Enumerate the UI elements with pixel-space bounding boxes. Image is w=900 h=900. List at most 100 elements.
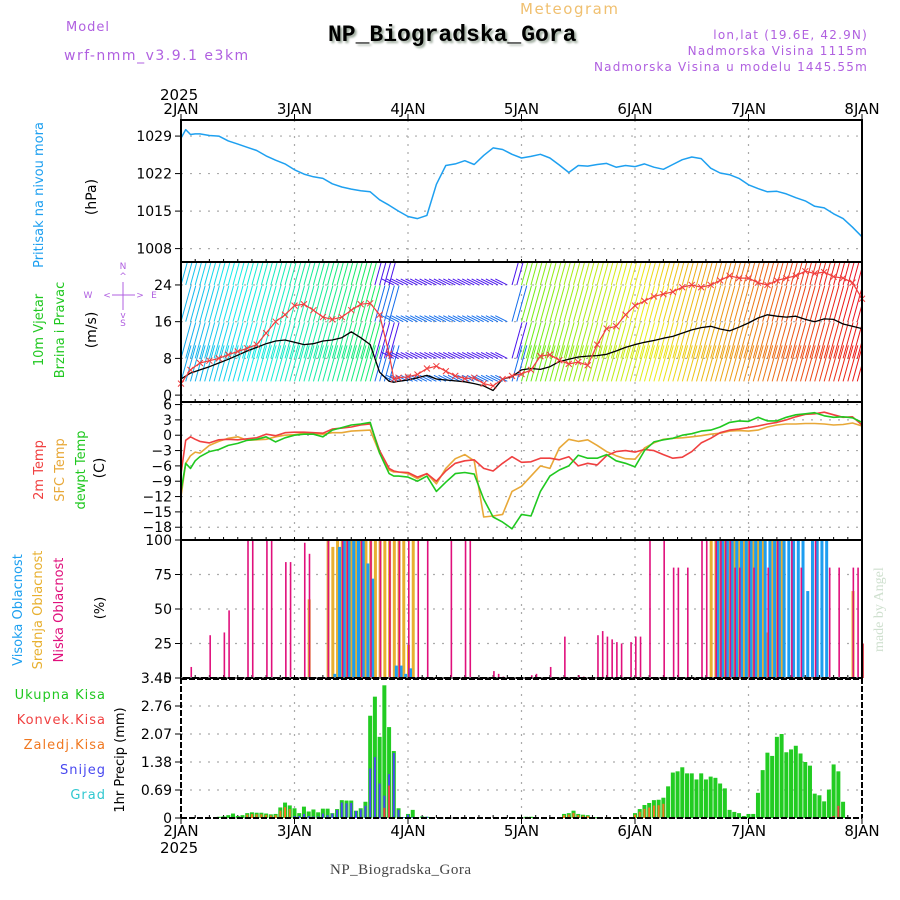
gust-marker [839,274,847,282]
wind-barb [227,262,236,286]
y-tick-label: 2.76 [141,699,172,715]
wind-barb [275,345,287,382]
precip-snow-label: Snijeg [60,763,106,778]
high-cloud-bar [347,540,351,678]
wind-barb [383,262,392,286]
wind-barb [695,285,707,322]
wind-barb [525,262,534,286]
wind-barb [298,322,310,359]
low-cloud-bar [426,540,429,678]
wind-barb [471,374,484,382]
y-tick-label: 100 [145,533,172,549]
low-cloud-bar [729,540,732,678]
gust-marker [224,351,232,359]
wind-barb [606,285,618,322]
wind-barb [424,351,437,359]
cloud-unit: (%) [93,597,108,620]
bottom-year-label: 2025 [160,839,198,857]
wind-barb [218,345,230,382]
high-cloud-bar [409,668,412,678]
wind-barb [471,315,484,323]
y-tick-label: 16 [154,315,172,331]
footer-station: NP_Biogradska_Gora [330,862,472,878]
wind-barb [591,345,603,382]
low-cloud-bar [285,562,287,678]
wind-barb [237,322,249,359]
wind-barb [260,262,269,286]
wind-barb [204,262,212,286]
wind-barb [391,351,404,359]
y-tick-label: 1022 [136,167,172,183]
wind-barb [189,262,198,286]
wind-barb [814,345,826,382]
wind-barb [691,262,699,286]
wind-barb [686,322,698,359]
wind-barb [733,345,745,382]
precip-snow-bar [407,814,409,818]
gust-marker [328,316,336,323]
low-cloud-bar [289,562,292,678]
wind-barb [256,345,268,382]
wind-barb [251,285,263,322]
precip-freezing-bar [284,807,287,818]
gust-marker [546,351,554,359]
high-cloud-bar [721,540,725,678]
wind-barb [634,345,646,382]
wind-barb [355,322,367,359]
lonlat-label: lon,lat (19.6E, 42.9N) [713,28,868,42]
wind-barb [457,351,470,359]
panel-border [180,401,863,541]
low-cloud-bar [630,642,632,678]
cloud-mid-label: Srednja Oblacnost [31,551,46,670]
precip-total-label: Ukupna Kisa [15,688,106,703]
low-cloud-bar [601,631,604,678]
high-cloud-bar [352,540,356,678]
wind-barb [809,285,821,322]
wind-barb [327,262,335,286]
wind-barb [461,351,475,359]
precip-snow-bar [411,817,414,818]
wind-barb [639,345,651,382]
high-cloud-bar [333,673,337,678]
gust-marker [688,281,696,289]
wind-barb [601,345,613,382]
wind-barb [610,322,622,359]
wind-barb [232,345,244,382]
low-cloud-bar [776,540,779,678]
temp-unit: (C) [92,458,108,479]
low-cloud-bar [497,673,500,678]
mid-cloud-bar [373,540,377,678]
gust-marker [518,370,525,378]
y-tick-label: 8 [163,351,172,367]
wind-barb [714,285,726,322]
temp-2m-label: 2m Temp [32,440,47,500]
y-tick-label: −6 [151,459,172,475]
precip-total-bar [297,813,302,818]
gust-marker [489,382,497,390]
wind-barb [842,285,854,322]
precip-freezing-bar [269,815,272,818]
wind-barb [256,322,268,359]
wind-barb [610,262,619,286]
wind-barb [521,285,532,322]
precip-total-bar [377,736,382,818]
gust-marker [678,283,686,291]
wind-barb [341,262,349,286]
wind-barb [260,285,272,322]
low-cloud-bar [705,540,708,678]
wind-barb [284,262,292,286]
wind-barb [185,262,193,286]
wind-barb [298,262,307,286]
wind-barb [842,345,854,382]
wind-barb [766,262,775,286]
gust-marker [196,359,204,367]
temp-panel-labels: 2m Temp SFC Temp dewpt Temp (C) [32,430,108,509]
precip-snow-bar [321,813,324,818]
wind-barb [856,339,862,359]
wind-barb [549,285,561,322]
wind-barb [861,356,862,359]
wind-barb [573,345,585,382]
wind-barb [809,262,817,286]
wind-barb [667,285,679,322]
wind-barb [691,285,703,322]
